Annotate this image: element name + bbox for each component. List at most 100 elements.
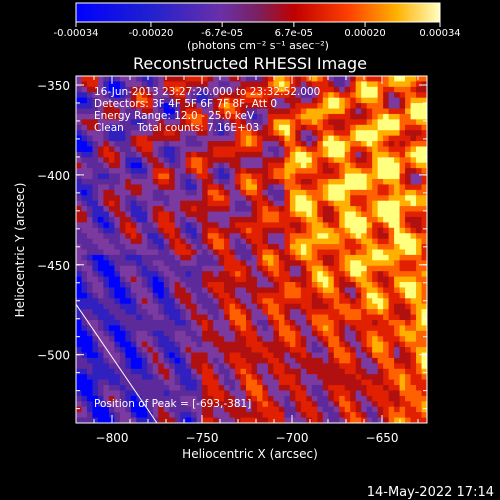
heatmap-cell <box>333 76 340 83</box>
heatmap-cell <box>229 92 236 99</box>
heatmap-cell <box>361 238 368 245</box>
heatmap-cell <box>256 314 264 321</box>
heatmap-cell <box>224 325 231 332</box>
heatmap-cell <box>103 254 110 261</box>
heatmap-cell <box>213 233 220 240</box>
heatmap-cell <box>224 146 231 153</box>
heatmap-cell <box>405 379 412 386</box>
heatmap-cell <box>306 325 313 332</box>
heatmap-cell <box>229 179 236 186</box>
heatmap-cell <box>103 119 110 126</box>
heatmap-cell <box>399 206 406 213</box>
heatmap-cell <box>289 244 296 251</box>
heatmap-cell <box>284 141 291 148</box>
heatmap-cell <box>180 287 187 294</box>
heatmap-cell <box>125 135 132 142</box>
heatmap-cell <box>229 341 236 348</box>
heatmap-cell <box>333 195 340 202</box>
heatmap-cell <box>399 81 406 88</box>
heatmap-cell <box>207 330 214 337</box>
heatmap-cell <box>202 244 209 251</box>
heatmap-cell <box>377 227 384 234</box>
heatmap-cell <box>218 119 225 126</box>
heatmap-cell <box>174 157 181 164</box>
heatmap-cell <box>108 390 115 397</box>
heatmap-cell <box>344 211 351 218</box>
heatmap-cell <box>81 319 88 326</box>
heatmap-cell <box>339 157 346 164</box>
heatmap-cell <box>207 336 214 343</box>
heatmap-cell <box>256 184 264 191</box>
heatmap-cell <box>339 374 346 381</box>
heatmap-cell <box>289 368 296 375</box>
heatmap-cell <box>240 406 247 413</box>
heatmap-cell <box>108 298 115 305</box>
heatmap-cell <box>262 303 269 310</box>
heatmap-cell <box>278 227 285 234</box>
heatmap-cell <box>86 303 94 310</box>
heatmap-cell <box>246 211 253 218</box>
heatmap-cell <box>141 298 148 305</box>
heatmap-cell <box>136 184 143 191</box>
heatmap-cell <box>108 216 115 223</box>
heatmap-cell <box>169 379 176 386</box>
heatmap-cell <box>251 76 258 83</box>
heatmap-cell <box>372 168 379 175</box>
heatmap-cell <box>295 113 302 120</box>
heatmap-cell <box>361 385 368 392</box>
heatmap-cell <box>372 401 379 408</box>
heatmap-cell <box>405 108 412 115</box>
heatmap-cell <box>410 330 417 337</box>
heatmap-cell <box>169 151 176 158</box>
heatmap-cell <box>103 325 110 332</box>
heatmap-cell <box>191 244 198 251</box>
heatmap-cell <box>86 222 94 229</box>
heatmap-cell <box>103 352 110 359</box>
heatmap-cell <box>229 141 236 148</box>
heatmap-cell <box>224 97 231 104</box>
heatmap-cell <box>416 124 423 131</box>
heatmap-cell <box>76 417 83 423</box>
heatmap-cell <box>306 271 313 278</box>
heatmap-cell <box>180 92 187 99</box>
heatmap-cell <box>328 336 335 343</box>
heatmap-cell <box>388 195 395 202</box>
heatmap-cell <box>251 347 258 354</box>
heatmap-cell <box>267 347 275 354</box>
heatmap-cell <box>366 119 373 126</box>
heatmap-cell <box>372 271 379 278</box>
heatmap-cell <box>416 227 423 234</box>
heatmap-cell <box>333 130 340 137</box>
heatmap-cell <box>152 168 159 175</box>
heatmap-cell <box>81 330 88 337</box>
heatmap-cell <box>163 211 170 218</box>
heatmap-cell <box>405 390 412 397</box>
heatmap-cell <box>97 108 105 115</box>
heatmap-cell <box>207 146 214 153</box>
heatmap-cell <box>256 189 264 196</box>
heatmap-cell <box>114 298 121 305</box>
heatmap-cell <box>410 113 417 120</box>
heatmap-cell <box>377 363 384 370</box>
heatmap-cell <box>421 325 427 332</box>
heatmap-cell <box>383 173 390 180</box>
heatmap-cell <box>240 282 247 289</box>
heatmap-cell <box>388 271 395 278</box>
heatmap-cell <box>130 179 137 186</box>
heatmap-cell <box>224 352 231 359</box>
heatmap-cell <box>196 108 203 115</box>
heatmap-cell <box>328 276 335 283</box>
heatmap-cell <box>202 417 209 423</box>
heatmap-cell <box>421 341 427 348</box>
heatmap-cell <box>372 417 379 423</box>
heatmap-cell <box>366 254 373 261</box>
heatmap-cell <box>355 206 362 213</box>
heatmap-cell <box>191 238 198 245</box>
heatmap-cell <box>180 276 187 283</box>
heatmap-cell <box>114 260 121 267</box>
heatmap-cell <box>289 265 296 272</box>
heatmap-cell <box>284 97 291 104</box>
heatmap-cell <box>317 124 324 131</box>
heatmap-cell <box>119 238 126 245</box>
heatmap-cell <box>377 347 384 354</box>
